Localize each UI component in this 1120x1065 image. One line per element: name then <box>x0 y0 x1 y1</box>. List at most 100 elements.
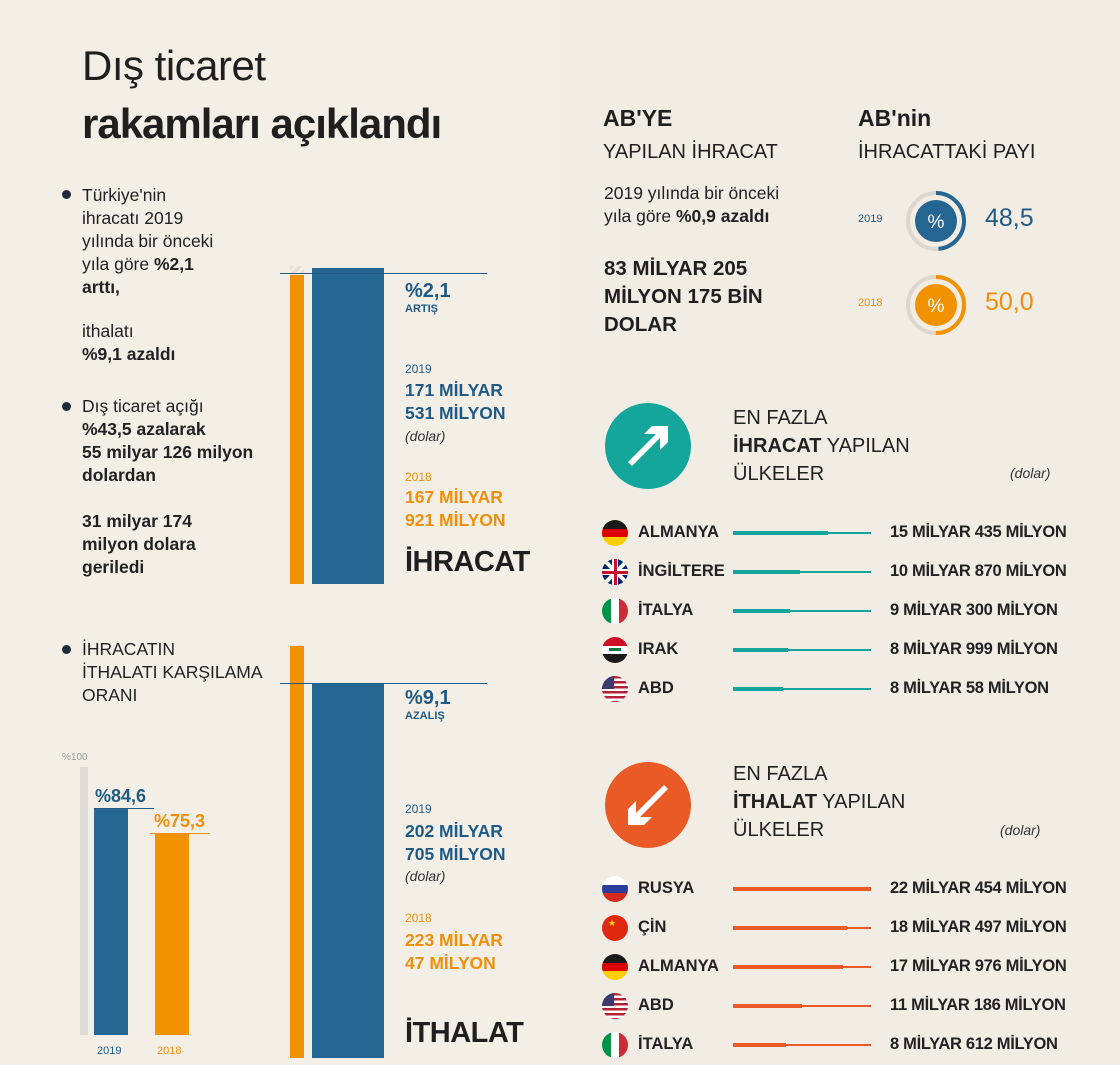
country-track <box>733 688 871 690</box>
country-bar <box>733 926 847 930</box>
export-change-value: %2,1 <box>405 280 451 302</box>
import-bar-2019 <box>312 684 384 1058</box>
eu-export-value: 83 MİLYAR 205 MİLYON 175 BİN DOLAR <box>604 257 763 336</box>
coverage-line-2019 <box>94 808 154 809</box>
country-row: IRAK 8 MİLYAR 999 MİLYON <box>600 634 1080 664</box>
import-year-2018: 2018 <box>405 911 432 925</box>
flag-icon <box>602 993 628 1019</box>
import-bar-2018 <box>290 646 304 1058</box>
eu-share-value-2018: 50,0 <box>985 288 1034 316</box>
flag-icon <box>602 1032 628 1058</box>
arrow-up-right-icon <box>605 403 691 489</box>
import-value-2019: 202 MİLYAR 705 MİLYON <box>405 821 506 864</box>
country-name: RUSYA <box>638 879 695 897</box>
export-value-2018: 167 MİLYAR 921 MİLYON <box>405 487 506 530</box>
country-row: ★ ÇİN 18 MİLYAR 497 MİLYON <box>600 912 1080 942</box>
country-name: ÇİN <box>638 918 667 936</box>
country-bar <box>733 887 871 891</box>
country-bar <box>733 687 783 691</box>
country-row: ALMANYA 15 MİLYAR 435 MİLYON <box>600 517 1080 547</box>
flag-icon <box>602 520 628 546</box>
coverage-max-track <box>80 767 88 1035</box>
page-title-line2: rakamları açıklandı <box>82 100 442 147</box>
eu-share-donut-2018: % <box>906 275 966 335</box>
coverage-line-2018 <box>150 833 210 834</box>
country-bar <box>733 531 828 535</box>
import-label: İTHALAT <box>405 1017 524 1049</box>
export-bar-2018 <box>290 275 304 584</box>
coverage-value-2019: %84,6 <box>95 786 147 806</box>
country-bar <box>733 965 843 969</box>
country-name: İTALYA <box>638 1035 694 1053</box>
flag-icon <box>602 676 628 702</box>
export-change-line <box>280 273 487 274</box>
import-change-label: AZALIŞ <box>405 710 445 722</box>
country-value: 15 MİLYAR 435 MİLYON <box>890 523 1067 541</box>
import-change-value: %9,1 <box>405 687 451 709</box>
import-year-2019: 2019 <box>405 802 432 816</box>
country-value: 18 MİLYAR 497 MİLYON <box>890 918 1067 936</box>
country-track <box>733 649 871 651</box>
bullet-2-text: Dış ticaret açığı %43,5 azalarak 55 mily… <box>82 396 254 577</box>
export-bar-2019 <box>312 268 384 584</box>
eu-share-subheading: İHRACATTAKİ PAYI <box>858 141 1036 163</box>
country-bar <box>733 648 788 652</box>
donut-center <box>915 200 957 242</box>
flag-icon <box>602 876 628 902</box>
eu-share-heading: AB'nin <box>858 105 932 131</box>
eu-share-donut-2019: % <box>906 191 966 251</box>
eu-export-subheading: YAPILAN İHRACAT <box>603 141 778 163</box>
import-unit: (dolar) <box>405 868 446 884</box>
flag-icon <box>602 559 628 585</box>
country-bar <box>733 609 790 613</box>
country-row: İNGİLTERE 10 MİLYAR 870 MİLYON <box>600 556 1080 586</box>
country-value: 22 MİLYAR 454 MİLYON <box>890 879 1067 897</box>
eu-export-desc: 2019 yılında bir önceki yıla göre %0,9 a… <box>604 183 780 226</box>
country-bar <box>733 570 800 574</box>
page-title-line1: Dış ticaret <box>82 42 266 89</box>
country-value: 8 MİLYAR 612 MİLYON <box>890 1035 1058 1053</box>
top-export-title: EN FAZLA İHRACAT YAPILAN ÜLKELER <box>733 407 910 485</box>
country-name: IRAK <box>638 640 679 658</box>
export-year-2019: 2019 <box>405 362 432 376</box>
eu-export-heading: AB'YE <box>603 105 673 131</box>
country-name: ABD <box>638 996 674 1014</box>
donut-arc <box>906 191 966 251</box>
export-year-2018: 2018 <box>405 470 432 484</box>
percent-icon: % <box>928 212 945 233</box>
export-change-label: ARTIŞ <box>405 303 438 315</box>
bullet-3-text: İHRACATIN İTHALATI KARŞILAMA ORANI <box>82 639 263 705</box>
country-bar <box>733 1004 802 1008</box>
export-value-2019: 171 MİLYAR 531 MİLYON <box>405 380 506 423</box>
bullet-dot <box>62 190 71 199</box>
import-value-2018: 223 MİLYAR 47 MİLYON <box>405 930 503 973</box>
export-label: İHRACAT <box>405 546 530 578</box>
country-row: İTALYA 8 MİLYAR 612 MİLYON <box>600 1029 1080 1059</box>
country-row: ALMANYA 17 MİLYAR 976 MİLYON <box>600 951 1080 981</box>
country-value: 8 MİLYAR 58 MİLYON <box>890 679 1049 697</box>
donut-arc <box>906 275 966 335</box>
country-value: 8 MİLYAR 999 MİLYON <box>890 640 1058 658</box>
coverage-max-label: %100 <box>62 752 88 763</box>
top-export-unit: (dolar) <box>1010 465 1051 481</box>
country-name: İTALYA <box>638 601 694 619</box>
top-import-unit: (dolar) <box>1000 822 1041 838</box>
country-track <box>733 1005 871 1007</box>
eu-share-value-2019: 48,5 <box>985 204 1034 232</box>
country-value: 11 MİLYAR 186 MİLYON <box>890 996 1066 1014</box>
bullet-dot <box>62 645 71 654</box>
bullet-dot <box>62 402 71 411</box>
country-track <box>733 610 871 612</box>
country-name: İNGİLTERE <box>638 562 725 580</box>
country-bar <box>733 1043 786 1047</box>
country-name: ALMANYA <box>638 957 719 975</box>
eu-share-year-2018: 2018 <box>858 297 883 309</box>
country-row: RUSYA 22 MİLYAR 454 MİLYON <box>600 873 1080 903</box>
bullet-1-text: Türkiye'nin ihracatı 2019 yılında bir ön… <box>82 185 214 364</box>
country-value: 9 MİLYAR 300 MİLYON <box>890 601 1058 619</box>
country-row: ABD 11 MİLYAR 186 MİLYON <box>600 990 1080 1020</box>
eu-share-year-2019: 2019 <box>858 213 883 225</box>
country-row: İTALYA 9 MİLYAR 300 MİLYON <box>600 595 1080 625</box>
flag-icon <box>602 598 628 624</box>
coverage-year-2018: 2018 <box>157 1045 182 1057</box>
